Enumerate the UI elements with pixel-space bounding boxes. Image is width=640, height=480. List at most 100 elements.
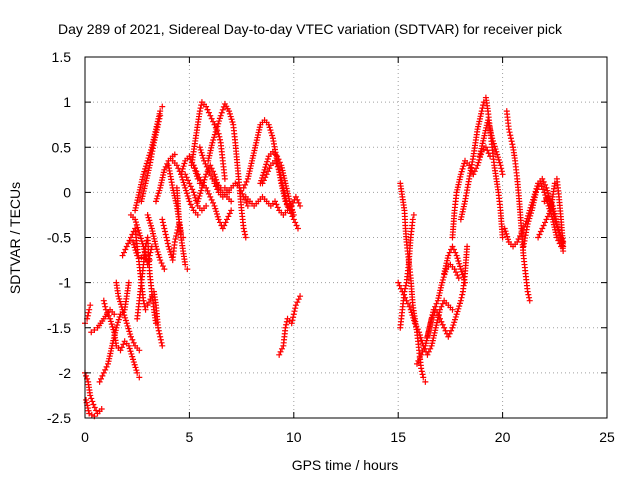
- data-point-interp: [213, 211, 220, 218]
- y-tick-label: -2: [59, 365, 72, 381]
- data-point-interp: [132, 364, 139, 371]
- data-point-interp: [221, 222, 228, 229]
- data-point: [171, 151, 178, 158]
- data-point-interp: [527, 210, 534, 217]
- data-point: [161, 166, 168, 173]
- data-point: [115, 293, 122, 300]
- data-point: [457, 171, 464, 178]
- data-point-interp: [137, 232, 144, 239]
- data-point: [545, 193, 552, 200]
- data-point-interp: [197, 190, 204, 197]
- data-point-interp: [425, 348, 432, 355]
- data-point: [186, 153, 193, 160]
- data-point-interp: [452, 249, 459, 256]
- data-point: [130, 239, 137, 246]
- data-point: [462, 279, 469, 286]
- data-point-interp: [525, 218, 532, 225]
- data-point-interp: [132, 219, 139, 226]
- data-point-interp: [415, 357, 422, 364]
- y-tick-label: -2.5: [47, 410, 71, 426]
- data-point: [152, 320, 159, 327]
- data-point-interp: [490, 140, 497, 147]
- data-point-interp: [538, 183, 545, 190]
- data-point-interp: [408, 309, 415, 316]
- data-point-interp: [185, 195, 192, 202]
- data-point-interp: [526, 215, 533, 222]
- y-axis-label: SDTVAR / TECUs: [7, 182, 23, 294]
- data-point: [240, 184, 247, 191]
- data-point-interp: [222, 219, 229, 226]
- data-point: [470, 171, 477, 178]
- data-point-interp: [212, 128, 219, 135]
- data-point-interp: [142, 163, 149, 170]
- data-point-interp: [126, 237, 133, 244]
- data-point-interp: [191, 192, 198, 199]
- data-point-interp: [459, 291, 466, 298]
- data-point: [543, 216, 550, 223]
- data-point: [244, 202, 251, 209]
- data-point: [161, 225, 168, 232]
- data-point-interp: [450, 322, 457, 329]
- data-point-interp: [211, 131, 218, 138]
- data-point: [288, 320, 295, 327]
- data-point: [507, 135, 514, 142]
- data-point-interp: [534, 186, 541, 193]
- data-point: [134, 252, 141, 259]
- data-point-interp: [142, 165, 149, 172]
- data-point-interp: [542, 219, 549, 226]
- data-point-interp: [91, 327, 98, 334]
- data-point: [455, 275, 462, 282]
- data-point-interp: [131, 244, 138, 251]
- data-point: [194, 171, 201, 178]
- data-point: [157, 112, 164, 119]
- data-point: [207, 193, 214, 200]
- data-point-interp: [116, 313, 123, 320]
- data-point-interp: [289, 317, 296, 324]
- data-point: [449, 324, 456, 331]
- data-point: [152, 243, 159, 250]
- data-point: [457, 297, 464, 304]
- data-point: [117, 347, 124, 354]
- data-point: [161, 266, 168, 273]
- data-point-interp: [427, 345, 434, 352]
- data-point-interp: [242, 181, 249, 188]
- data-point-interp: [189, 186, 196, 193]
- data-point-interp: [202, 160, 209, 167]
- data-point-interp: [210, 168, 217, 175]
- data-point: [274, 153, 281, 160]
- data-point: [297, 202, 304, 209]
- data-point-interp: [461, 276, 468, 283]
- data-point-interp: [214, 123, 221, 130]
- data-point-interp: [454, 308, 461, 315]
- data-point-interp: [214, 186, 221, 193]
- data-point-interp: [183, 190, 190, 197]
- data-point-interp: [495, 156, 502, 163]
- data-point-interp: [491, 143, 498, 150]
- data-point: [136, 374, 143, 381]
- data-point: [207, 112, 214, 119]
- data-point: [159, 103, 166, 110]
- data-point: [155, 324, 162, 331]
- data-point: [221, 175, 228, 182]
- data-point: [242, 234, 249, 241]
- data-point-interp: [213, 208, 220, 215]
- data-point: [514, 239, 521, 246]
- data-point: [499, 234, 506, 241]
- data-point-interp: [84, 312, 91, 319]
- data-point-interp: [89, 398, 96, 405]
- data-point: [240, 225, 247, 232]
- data-point-interp: [153, 195, 160, 202]
- data-point: [524, 220, 531, 227]
- data-point-interp: [102, 366, 109, 373]
- data-point: [125, 279, 132, 286]
- data-point-interp: [101, 300, 108, 307]
- data-point: [196, 108, 203, 115]
- data-point-interp: [99, 372, 106, 379]
- data-point-interp: [138, 238, 145, 245]
- data-point-interp: [198, 102, 205, 109]
- data-point-interp: [459, 165, 466, 172]
- data-point-interp: [110, 326, 117, 333]
- data-point-interp: [554, 223, 561, 230]
